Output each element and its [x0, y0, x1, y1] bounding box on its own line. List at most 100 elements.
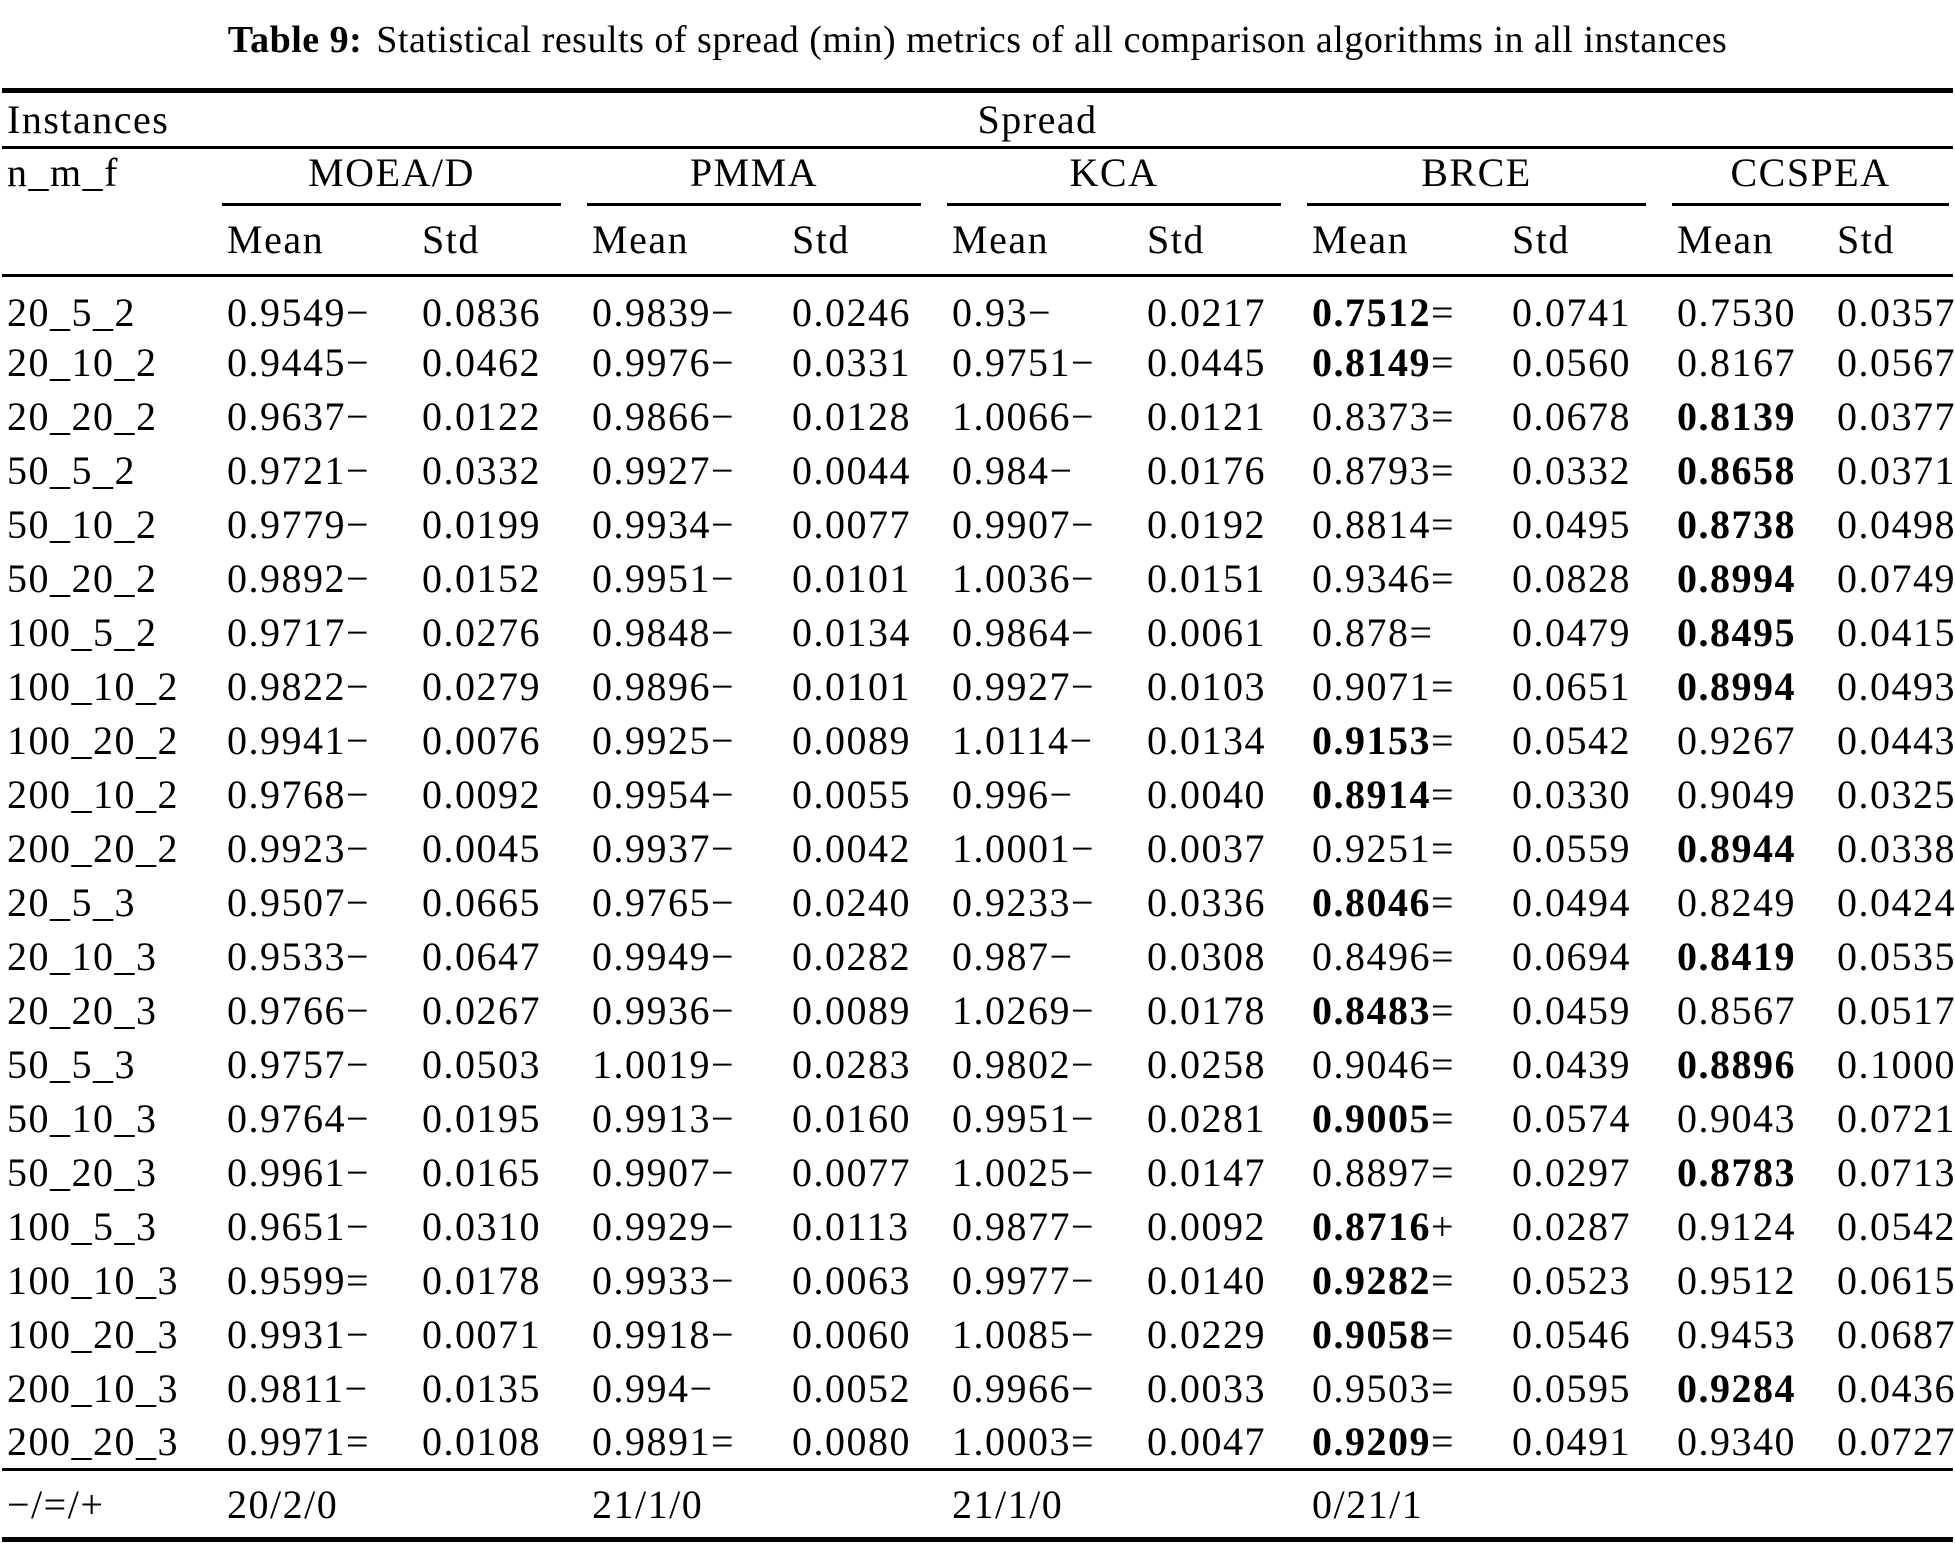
mean-value: 0.987: [952, 934, 1050, 979]
std-cell: 0.0331: [792, 340, 911, 385]
std-cell: 0.0325: [1837, 772, 1955, 817]
mean-cell: 0.878=: [1307, 606, 1507, 660]
mean-value: 0.9877: [952, 1204, 1071, 1249]
std-cell: 0.0567: [1837, 340, 1955, 385]
significance-sign: −: [346, 826, 371, 871]
mean-cell: 1.0001−: [947, 822, 1142, 876]
std-header: Std: [1832, 206, 1954, 277]
mean-cell: 0.8994: [1672, 552, 1832, 606]
algorithm-name: BRCE: [1307, 149, 1646, 206]
mean-cell: 0.8567: [1672, 984, 1832, 1038]
significance-sign: −: [1071, 988, 1096, 1033]
mean-cell: 0.9251=: [1307, 822, 1507, 876]
mean-value: 0.9267: [1677, 718, 1796, 763]
mean-cell: 0.8716+: [1307, 1200, 1507, 1254]
instance-cell: 50_5_2: [7, 448, 136, 493]
mean-cell: 0.9340: [1672, 1416, 1832, 1470]
mean-value: 0.9058: [1312, 1312, 1431, 1357]
std-cell: 0.0246: [792, 289, 911, 335]
mean-value: 0.9966: [952, 1366, 1071, 1411]
mean-value: 0.93: [952, 289, 1028, 335]
std-cell: 0.0134: [792, 610, 911, 655]
summary-value: 0/21/1: [1307, 1468, 1672, 1540]
mean-value: 0.9651: [227, 1204, 346, 1249]
std-cell: 0.0332: [422, 448, 541, 493]
mean-value: 0.9933: [592, 1258, 711, 1303]
mean-cell: 0.8139: [1672, 390, 1832, 444]
mean-value: 0.9751: [952, 340, 1071, 385]
mean-value: 1.0019: [592, 1042, 711, 1087]
mean-value: 0.8495: [1677, 610, 1796, 655]
significance-sign: =: [1431, 448, 1456, 493]
std-cell: 0.0240: [792, 880, 911, 925]
mean-cell: 0.9284: [1672, 1362, 1832, 1416]
significance-sign: =: [1431, 1150, 1456, 1195]
instance-cell: 50_20_2: [7, 556, 158, 601]
mean-cell: 0.8738: [1672, 498, 1832, 552]
mean-value: 0.9071: [1312, 664, 1431, 709]
significance-sign: −: [346, 1312, 371, 1357]
algorithm-header-kca: KCA: [947, 148, 1307, 206]
significance-sign: −: [346, 1204, 371, 1249]
mean-cell: 0.9751−: [947, 336, 1142, 390]
mean-value: 0.8793: [1312, 448, 1431, 493]
mean-cell: 0.9949−: [587, 930, 787, 984]
std-cell: 0.0160: [792, 1096, 911, 1141]
std-cell: 0.0033: [1147, 1366, 1266, 1411]
std-cell: 0.0092: [422, 772, 541, 817]
mean-value: 0.9937: [592, 826, 711, 871]
significance-sign: −: [1071, 1258, 1096, 1303]
mean-value: 0.9768: [227, 772, 346, 817]
std-cell: 0.0503: [422, 1042, 541, 1087]
significance-sign: −: [346, 880, 371, 925]
mean-value: 0.9507: [227, 880, 346, 925]
mean-value: 0.9549: [227, 289, 346, 335]
mean-value: 0.9929: [592, 1204, 711, 1249]
measure-header-row: Mean Std Mean Std Mean Std Mean Std Mean Std: [2, 206, 1954, 277]
table-row: 100_20_3 0.9931− 0.0071 0.9918− 0.0060 1.0085…: [2, 1308, 1954, 1362]
std-cell: 0.0042: [792, 826, 911, 871]
mean-value: 0.9866: [592, 394, 711, 439]
mean-cell: 1.0085−: [947, 1308, 1142, 1362]
std-cell: 0.0040: [1147, 772, 1266, 817]
instance-cell: 20_10_3: [7, 934, 158, 979]
significance-sign: −: [346, 1096, 371, 1141]
significance-sign: −: [1071, 1204, 1096, 1249]
mean-value: 0.8994: [1677, 664, 1796, 709]
std-cell: 0.0546: [1512, 1312, 1631, 1357]
summary-label: −/=/+: [2, 1468, 222, 1540]
mean-cell: 0.9721−: [222, 444, 417, 498]
mean-value: 0.8167: [1677, 340, 1796, 385]
mean-cell: 0.8483=: [1307, 984, 1507, 1038]
mean-value: 0.9043: [1677, 1096, 1796, 1141]
mean-cell: 0.9977−: [947, 1254, 1142, 1308]
mean-value: 0.9961: [227, 1150, 346, 1195]
significance-sign: =: [1431, 880, 1456, 925]
std-cell: 0.0282: [792, 934, 911, 979]
std-cell: 0.0721: [1837, 1096, 1955, 1141]
mean-value: 0.8567: [1677, 988, 1796, 1033]
instance-cell: 20_20_2: [7, 394, 158, 439]
table-row: 20_20_3 0.9766− 0.0267 0.9936− 0.0089 1.0269−…: [2, 984, 1954, 1038]
mean-cell: 0.8149=: [1307, 336, 1507, 390]
mean-cell: 0.8994: [1672, 660, 1832, 714]
mean-cell: 0.9533−: [222, 930, 417, 984]
algorithm-header-moea-d: MOEA/D: [222, 148, 587, 206]
mean-value: 0.8496: [1312, 934, 1431, 979]
significance-sign: −: [346, 772, 371, 817]
std-cell: 0.0424: [1837, 880, 1955, 925]
significance-sign: −: [346, 1042, 371, 1087]
mean-value: 0.9954: [592, 772, 711, 817]
std-cell: 0.0134: [1147, 718, 1266, 763]
std-cell: 0.0279: [422, 664, 541, 709]
mean-cell: 0.9549−: [222, 275, 417, 336]
mean-cell: 0.994−: [587, 1362, 787, 1416]
mean-cell: 0.9933−: [587, 1254, 787, 1308]
std-cell: 0.0089: [792, 718, 911, 763]
table-row: 50_5_2 0.9721− 0.0332 0.9927− 0.0044 0.984− 0.…: [2, 444, 1954, 498]
std-cell: 0.0076: [422, 718, 541, 763]
algorithm-name: KCA: [947, 149, 1281, 206]
significance-sign: −: [346, 664, 371, 709]
std-cell: 0.0089: [792, 988, 911, 1033]
table-row: 50_10_3 0.9764− 0.0195 0.9913− 0.0160 0.9951−…: [2, 1092, 1955, 1146]
